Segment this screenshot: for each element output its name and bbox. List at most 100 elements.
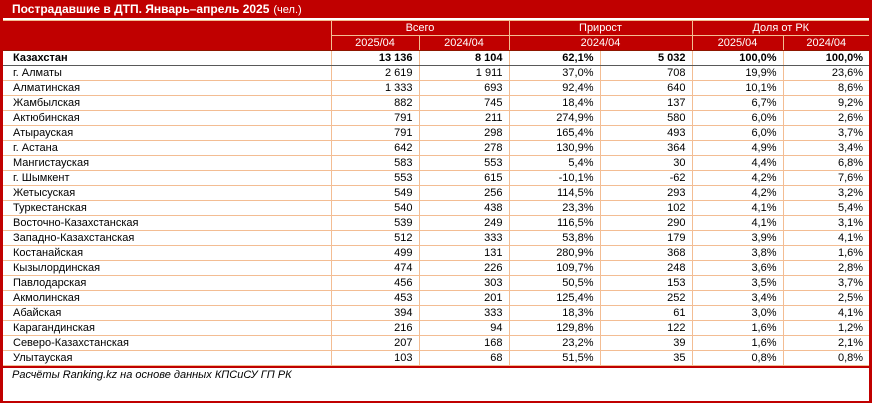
value-cell: 122 [599,320,693,336]
value-cell: 18,3% [508,305,601,321]
value-cell: 549 [330,185,420,201]
value-cell: 6,0% [691,125,784,141]
title-separator [3,18,869,20]
value-cell: 1 333 [330,80,420,96]
table-title: Пострадавшие в ДТП. Январь–апрель 2025 [12,2,270,16]
value-cell: 256 [418,185,510,201]
value-cell: 3,7% [782,275,869,291]
value-cell: 615 [418,170,510,186]
value-cell: 6,8% [782,155,869,171]
value-cell: 708 [599,65,693,81]
value-cell: 4,1% [691,200,784,216]
value-cell: 7,6% [782,170,869,186]
value-cell: 298 [418,125,510,141]
sub-header-total-2025: 2025/04 [331,35,420,51]
value-cell: 4,1% [782,230,869,246]
table-header: Всего Прирост Доля от РК 2025/04 2024/04… [3,20,869,51]
group-header-total: Всего [330,20,510,36]
group-header-growth: Прирост [508,20,693,36]
value-cell: 35 [599,350,693,366]
value-cell: 6,0% [691,110,784,126]
table-row: Атырауская 791 298 165,4% 493 6,0% 3,7% [3,125,869,141]
value-cell: 693 [418,80,510,96]
value-cell: 116,5% [508,215,601,231]
value-cell: 274,9% [508,110,601,126]
value-cell: 129,8% [508,320,601,336]
value-cell: 438 [418,200,510,216]
value-cell: 2 619 [330,65,420,81]
value-cell: 3,9% [691,230,784,246]
value-cell: 493 [599,125,693,141]
value-cell: 18,4% [508,95,601,111]
table-row: Западно-Казахстанская 512 333 53,8% 179 3,9% 4… [3,230,869,246]
value-cell: 201 [418,290,510,306]
value-cell: 4,1% [691,215,784,231]
table-title-bar: Пострадавшие в ДТП. Январь–апрель 2025 (ч… [3,0,869,18]
region-cell: Акмолинская [3,290,332,306]
table-title-unit: (чел.) [273,4,302,16]
value-cell: -10,1% [508,170,601,186]
value-cell: 1,6% [691,320,784,336]
table-row: Абайская 394 333 18,3% 61 3,0% 4,1% [3,305,869,321]
table-row: Северо-Казахстанская 207 168 23,2% 39 1,6% 2,1… [3,335,869,351]
sub-header-total-2024: 2024/04 [418,35,510,51]
region-cell: Алматинская [3,80,332,96]
value-cell: 3,1% [782,215,869,231]
region-cell: Западно-Казахстанская [3,230,332,246]
table-row: Карагандинская 216 94 129,8% 122 1,6% 1,2% [3,320,869,336]
value-cell: 0,8% [691,350,784,366]
table-row: Жамбылская 882 745 18,4% 137 6,7% 9,2% [3,95,869,111]
region-cell: г. Астана [3,140,332,156]
table-row: Мангистауская 583 553 5,4% 30 4,4% 6,8% [3,155,869,171]
value-cell: 23,2% [508,335,601,351]
value-cell: 51,5% [508,350,601,366]
region-cell: Атырауская [3,125,332,141]
region-cell: Жетысуская [3,185,332,201]
value-cell: 211 [418,110,510,126]
value-cell: 8 104 [418,50,510,66]
value-cell: 303 [418,275,510,291]
value-cell: 540 [330,200,420,216]
value-cell: 6,7% [691,95,784,111]
value-cell: -62 [599,170,693,186]
value-cell: 1,6% [691,335,784,351]
value-cell: 19,9% [691,65,784,81]
value-cell: 1 911 [418,65,510,81]
region-cell: Кызылординская [3,260,332,276]
region-cell: Карагандинская [3,320,332,336]
value-cell: 2,8% [782,260,869,276]
value-cell: 207 [330,335,420,351]
value-cell: 248 [599,260,693,276]
value-cell: 394 [330,305,420,321]
value-cell: 100,0% [782,50,869,66]
table-row: Улытауская 103 68 51,5% 35 0,8% 0,8% [3,350,869,366]
value-cell: 583 [330,155,420,171]
region-cell: Мангистауская [3,155,332,171]
value-cell: 2,1% [782,335,869,351]
region-cell: г. Шымкент [3,170,332,186]
region-cell: Восточно-Казахстанская [3,215,332,231]
value-cell: 23,3% [508,200,601,216]
value-cell: 9,2% [782,95,869,111]
value-cell: 249 [418,215,510,231]
value-cell: 333 [418,305,510,321]
table-row: г. Шымкент 553 615 -10,1% -62 4,2% 7,6% [3,170,869,186]
value-cell: 3,4% [782,140,869,156]
table-row: Акмолинская 453 201 125,4% 252 3,4% 2,5% [3,290,869,306]
value-cell: 642 [330,140,420,156]
value-cell: 882 [330,95,420,111]
table-body: Казахстан 13 136 8 104 62,1% 5 032 100,0% 100,… [3,50,869,366]
value-cell: 10,1% [691,80,784,96]
value-cell: 226 [418,260,510,276]
value-cell: 539 [330,215,420,231]
value-cell: 791 [330,125,420,141]
value-cell: 4,2% [691,185,784,201]
table-row: Туркестанская 540 438 23,3% 102 4,1% 5,4% [3,200,869,216]
value-cell: 580 [599,110,693,126]
value-cell: 1,2% [782,320,869,336]
value-cell: 5,4% [782,200,869,216]
value-cell: 499 [330,245,420,261]
region-cell: Абайская [3,305,332,321]
value-cell: 92,4% [508,80,601,96]
value-cell: 280,9% [508,245,601,261]
